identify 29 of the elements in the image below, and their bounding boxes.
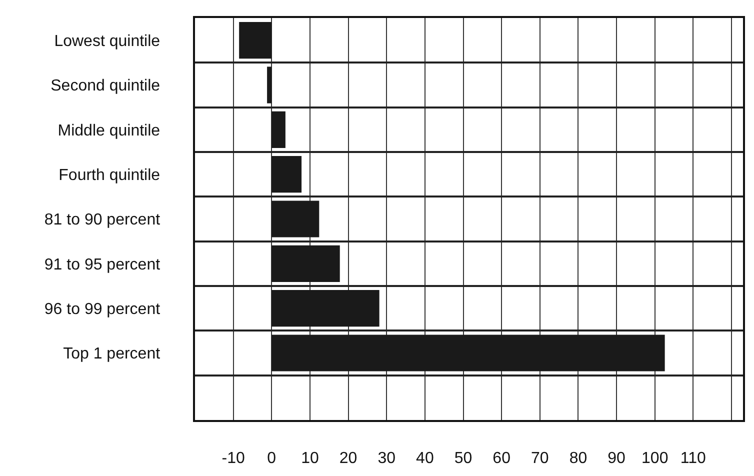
- x-tick-label: 20: [339, 450, 358, 467]
- x-tick-label: 60: [492, 450, 511, 467]
- x-tick-label: 110: [680, 450, 706, 467]
- bar: [239, 22, 272, 59]
- x-tick-label: 30: [378, 450, 396, 467]
- y-tick-label: 91 to 95 percent: [44, 256, 161, 274]
- y-tick-label: Lowest quintile: [54, 32, 160, 50]
- bar: [272, 245, 340, 282]
- bar: [272, 111, 286, 148]
- x-tick-label: 90: [608, 450, 626, 467]
- bar: [272, 334, 665, 372]
- bar: [267, 66, 272, 104]
- y-tick-label: 96 to 99 percent: [44, 300, 161, 318]
- bar: [272, 156, 302, 193]
- y-tick-label: 81 to 90 percent: [44, 212, 161, 229]
- x-tick-label: 40: [416, 450, 434, 467]
- bar: [272, 200, 320, 238]
- y-tick-label: Second quintile: [50, 78, 160, 95]
- x-tick-label: 80: [569, 450, 588, 467]
- y-tick-label: Fourth quintile: [58, 166, 160, 184]
- x-tick-label: 70: [531, 450, 549, 467]
- y-tick-label: Middle quintile: [58, 122, 160, 140]
- x-tick-label: 0: [267, 450, 276, 467]
- bar: [272, 290, 380, 327]
- x-tick-label: 100: [642, 450, 668, 467]
- x-tick-label: 10: [301, 450, 319, 467]
- x-tick-label: -10: [222, 450, 245, 467]
- y-tick-label: Top 1 percent: [63, 346, 161, 363]
- x-tick-label: 50: [454, 450, 472, 467]
